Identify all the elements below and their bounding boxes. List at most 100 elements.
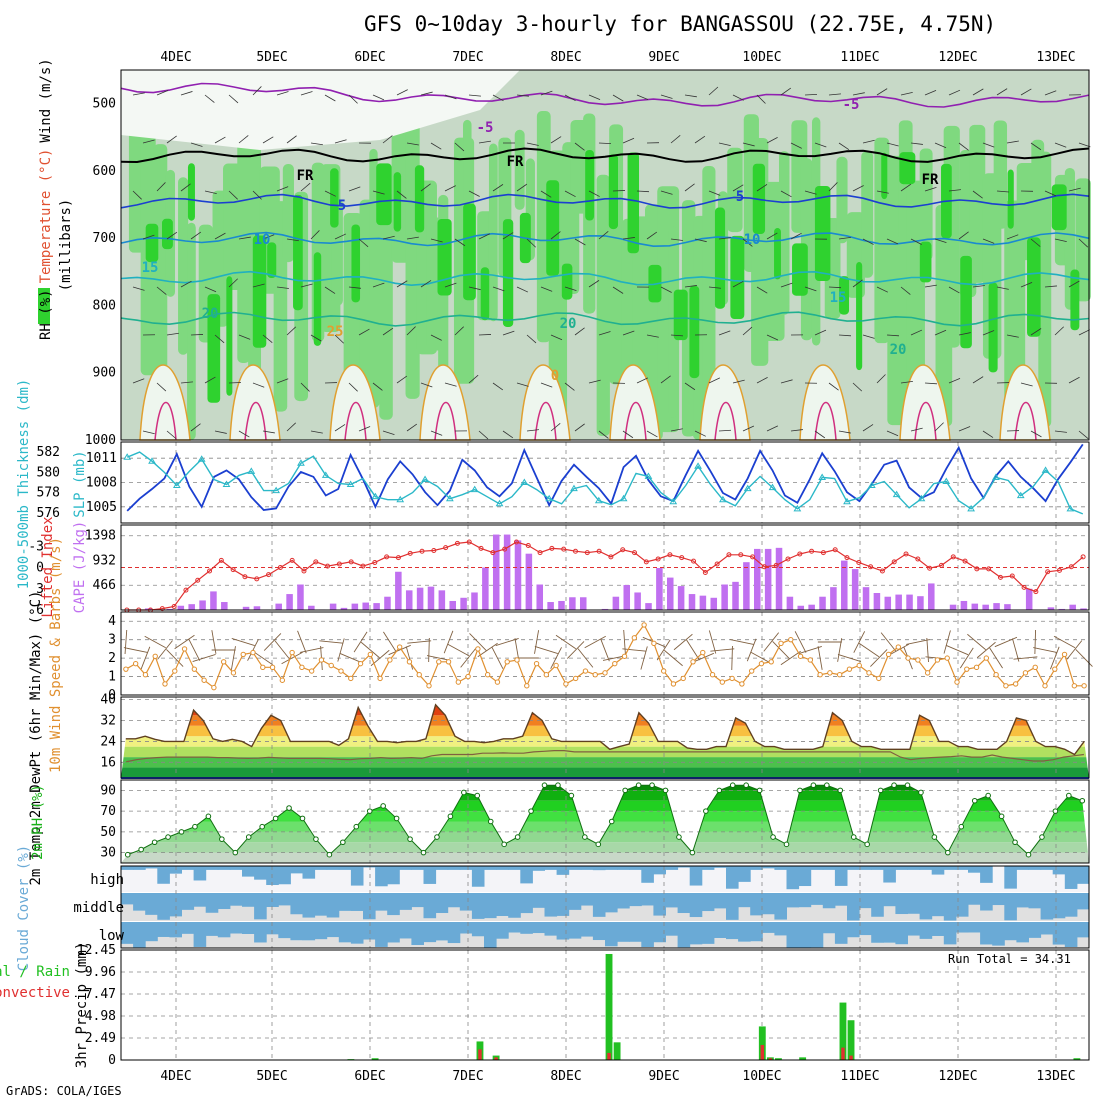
wind-speed-marker [739,681,745,687]
upper-wind-barb [454,238,466,247]
thickness-marker [470,485,479,493]
rh-marker [474,792,481,799]
upper-wind-barb [468,190,480,197]
li-tick-label: 3 [36,582,44,597]
upper-wind-barb [670,334,683,337]
upper-wind-barb [430,142,442,150]
cloud-cover-bar [907,893,921,914]
upper-wind-barb [396,190,407,199]
surface-wind-barb [388,644,411,656]
cloud-cover-bar [411,866,424,870]
cloud-cover-bar [435,893,449,914]
upper-wind-barb [876,88,888,96]
cape-bar [471,592,478,610]
upper-wind-barb [156,89,169,96]
li-marker [714,561,720,567]
surface-wind-barb [319,640,344,644]
cape-bar [579,597,587,610]
wind-speed-marker [308,668,315,674]
rh-high-band [856,261,863,371]
upper-wind-barb [430,430,443,436]
isotherm-label: 15 [142,260,159,276]
rh-high-band [689,285,700,379]
slp-panel: 582 580 578 576 1011 1008 1005 1000-500mb Thick… [16,379,1090,589]
cloud-cover-bar [750,893,763,916]
upper-wind-barb [1044,90,1057,96]
cloud-cover-bar [665,922,679,936]
wind-speed-marker [836,672,843,678]
upper-wind-barb [396,375,408,384]
li-marker [407,550,413,556]
profile-tick-label: 900 [93,366,116,381]
rh-mid-band [178,177,189,355]
surface-wind-barb [339,652,363,664]
wind-speed-marker [563,681,569,687]
slp-ylabel: SLP (mb) [72,450,88,517]
precip-convective-bar [494,1057,498,1060]
upper-wind-barb [622,430,634,439]
li-marker [230,567,236,573]
upper-wind-barb [660,286,672,293]
cloud-cover-bar [520,866,533,884]
cloud-cover-bar [629,893,642,907]
surface-wind-barb [837,654,862,662]
wind-speed-marker [680,675,686,682]
wind-speed-marker [465,673,471,680]
rh-frame [120,779,1090,864]
precip-tick-label: 12.45 [77,943,116,958]
wind-speed-marker [602,670,608,676]
rh-marker [770,834,776,840]
upper-wind-barb [1030,328,1042,336]
wind-speed-marker [827,670,833,676]
rh-marker [124,851,131,858]
cape-bar [808,604,815,610]
cloud-cover-bar [980,893,993,911]
rh-marker [931,834,938,840]
surface-wind-barb [989,647,1003,669]
upper-wind-barb [948,286,960,294]
li-marker [809,548,815,554]
surface-wind-barb [623,629,626,655]
cape-bar [601,608,609,610]
cloud-cover-bar [580,922,594,937]
cloud-cover-bar [629,866,642,870]
cloud-cover-bar [145,866,158,869]
upper-wind-barb [972,190,983,199]
upper-wind-barb [766,232,778,240]
li-line [126,541,1084,611]
thickness-marker [495,499,504,507]
upper-wind-barb [334,139,347,144]
li-marker [655,556,661,562]
li-marker [702,569,708,575]
cloud-cover-bar [508,866,521,870]
profile-tick-label: 1000 [85,433,116,448]
wind-speed-marker [387,657,393,663]
cloud-cover-bar [798,893,812,908]
cloud-cover-bar [145,922,158,942]
upper-wind-barb [766,334,779,341]
upper-wind-barb [540,382,553,388]
surface-wind-barb [174,634,195,650]
cloud-ylabel: Cloud Cover (%) [16,845,32,971]
surface-wind-barb [192,654,216,662]
upper-wind-barb [756,377,768,384]
date-top-label: 12DEC [938,50,977,65]
cape-bar [188,604,195,610]
rh-marker [649,782,655,788]
surface-wind-barb [730,639,754,645]
rh-marker [165,834,171,840]
wind-speed-marker [876,675,882,682]
upper-wind-barb [948,189,961,192]
upper-wind-barb [790,232,802,240]
cloud-cover-bar [278,893,291,906]
wind-speed-marker [748,668,755,674]
cloud-cover-bar [677,922,691,948]
upper-wind-barb [588,280,600,288]
upper-wind-barb [1054,326,1064,336]
rh-mid-band [282,164,294,263]
cape-bar [253,606,261,610]
cloud-cover-bar [1040,922,1054,935]
cloud-cover-bar [822,866,836,870]
thickness-marker [694,462,702,469]
upper-wind-barb [276,91,289,96]
